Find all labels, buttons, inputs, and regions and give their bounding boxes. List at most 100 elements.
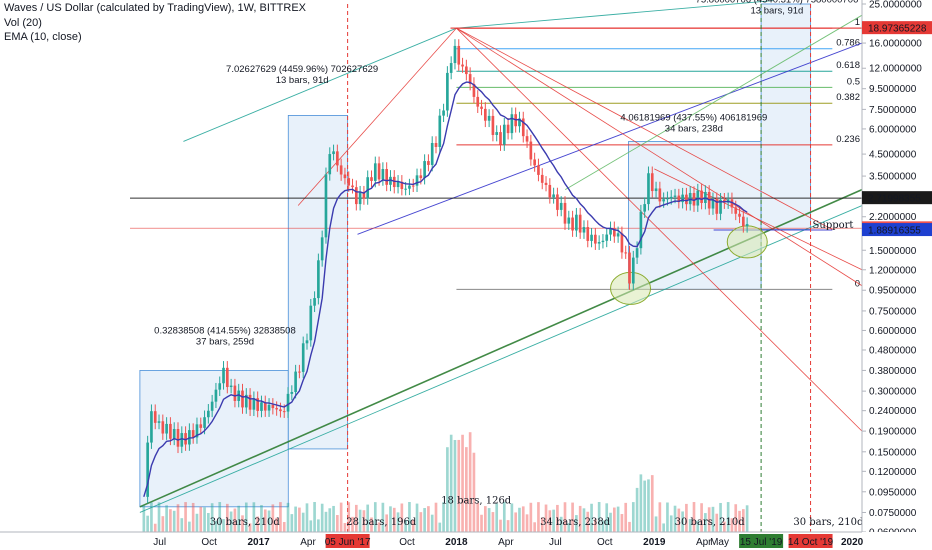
volume-bar: [153, 523, 157, 532]
candle-body: [533, 159, 536, 166]
candle-body: [711, 199, 715, 209]
candle-body: [685, 194, 688, 205]
candle-body: [495, 132, 499, 135]
price-tick-label: 12.0000000: [869, 64, 922, 75]
candle-body: [354, 187, 358, 205]
volume-bar: [525, 514, 529, 532]
candle-body: [191, 430, 195, 438]
candle-body: [313, 298, 316, 306]
measure-annotation-bars: 13 bars, 91d: [276, 75, 329, 86]
candle-body: [404, 188, 407, 190]
measure-annotation-bars: 13 bars, 91d: [751, 5, 804, 16]
volume-bar: [616, 506, 620, 532]
candle-body: [483, 108, 487, 121]
candle-body: [366, 177, 370, 199]
volume-bar: [631, 502, 635, 532]
volume-bar: [415, 503, 419, 532]
volume-bar: [707, 507, 711, 532]
date-marker-label: 05 Jun '17: [325, 537, 371, 548]
trend-line: [565, 14, 863, 190]
candle-body: [233, 385, 237, 401]
measure-annotation-bars: 37 bars, 259d: [196, 336, 254, 347]
volume-bar: [639, 474, 643, 532]
fib-level-label: 0.786: [836, 38, 860, 49]
candle-body: [597, 242, 601, 244]
measure-box-2: [628, 141, 762, 290]
candle-body: [624, 252, 628, 254]
volume-bar: [351, 516, 354, 532]
volume-bar: [741, 509, 745, 532]
candle-body: [301, 343, 305, 372]
volume-bar: [256, 516, 260, 532]
candle-body: [719, 199, 722, 214]
candle-body: [669, 196, 673, 199]
support-label: Support: [813, 220, 854, 231]
time-tick-label: 2018: [445, 537, 468, 548]
candle-body: [643, 204, 647, 212]
candle-body: [434, 143, 438, 147]
time-tick-label: Jul: [153, 537, 166, 548]
candle-body: [347, 178, 351, 186]
volume-bar: [385, 514, 389, 532]
candle-body: [612, 228, 616, 237]
candle-body: [446, 72, 449, 111]
candle-body: [260, 402, 263, 411]
candle-body: [207, 410, 210, 418]
volume-bar: [624, 502, 628, 532]
volume-bar: [366, 504, 370, 532]
candle-body: [491, 115, 495, 135]
fib-level-label: 1: [855, 17, 860, 28]
candle-body: [715, 199, 719, 214]
volume-bar: [468, 432, 472, 532]
time-tick-label: 2020: [841, 537, 864, 548]
candle-body: [252, 398, 256, 410]
volume-bar: [495, 503, 499, 532]
volume-bar: [225, 503, 229, 532]
volume-bar: [514, 512, 518, 532]
time-tick-label: Apr: [300, 537, 316, 548]
candle-body: [298, 371, 301, 373]
candle-body: [385, 169, 389, 185]
price-tick-label: 0.7500000: [869, 306, 917, 317]
volume-bar: [320, 503, 324, 532]
volume-bar: [711, 506, 715, 532]
candle-body: [328, 154, 332, 175]
volume-bar: [180, 518, 184, 532]
candle-body: [559, 202, 563, 210]
volume-bar: [210, 503, 214, 532]
fib-level-label: 0.5: [847, 76, 860, 87]
candle-body: [343, 174, 347, 179]
time-tick-label: May: [710, 537, 729, 548]
candle-body: [594, 234, 597, 244]
volume-bar: [370, 517, 373, 532]
candle-body: [449, 63, 453, 73]
candle-body: [427, 161, 430, 165]
volume-bar: [609, 512, 612, 532]
trend-line: [456, 27, 833, 230]
candle-body: [650, 173, 654, 192]
price-tick-label: 0.0950000: [869, 487, 917, 498]
volume-bar: [218, 502, 222, 532]
volume-bar: [556, 504, 559, 532]
volume-bar: [692, 502, 696, 532]
volume-bar: [582, 508, 586, 532]
volume-bar: [263, 509, 267, 532]
volume-bar: [191, 502, 195, 532]
volume-bar: [567, 523, 571, 532]
volume-bar: [446, 447, 449, 532]
volume-bar: [544, 504, 548, 532]
fib-level-label: 0.236: [836, 134, 860, 145]
volume-bar: [575, 515, 578, 532]
volume-bar: [184, 502, 187, 532]
time-axis: JulOct2017AprJulOct2018AprJulOct2019AprM…: [0, 531, 932, 550]
price-tick-label: 0.1200000: [869, 467, 917, 478]
candle-body: [244, 394, 248, 408]
volume-bar: [438, 522, 442, 532]
volume-bar: [373, 502, 377, 532]
volume-bar: [195, 513, 199, 532]
candle-body: [169, 423, 172, 439]
volume-bar: [726, 502, 730, 532]
candle-body: [734, 207, 738, 214]
price-tick-label: 0.3000000: [869, 387, 917, 398]
